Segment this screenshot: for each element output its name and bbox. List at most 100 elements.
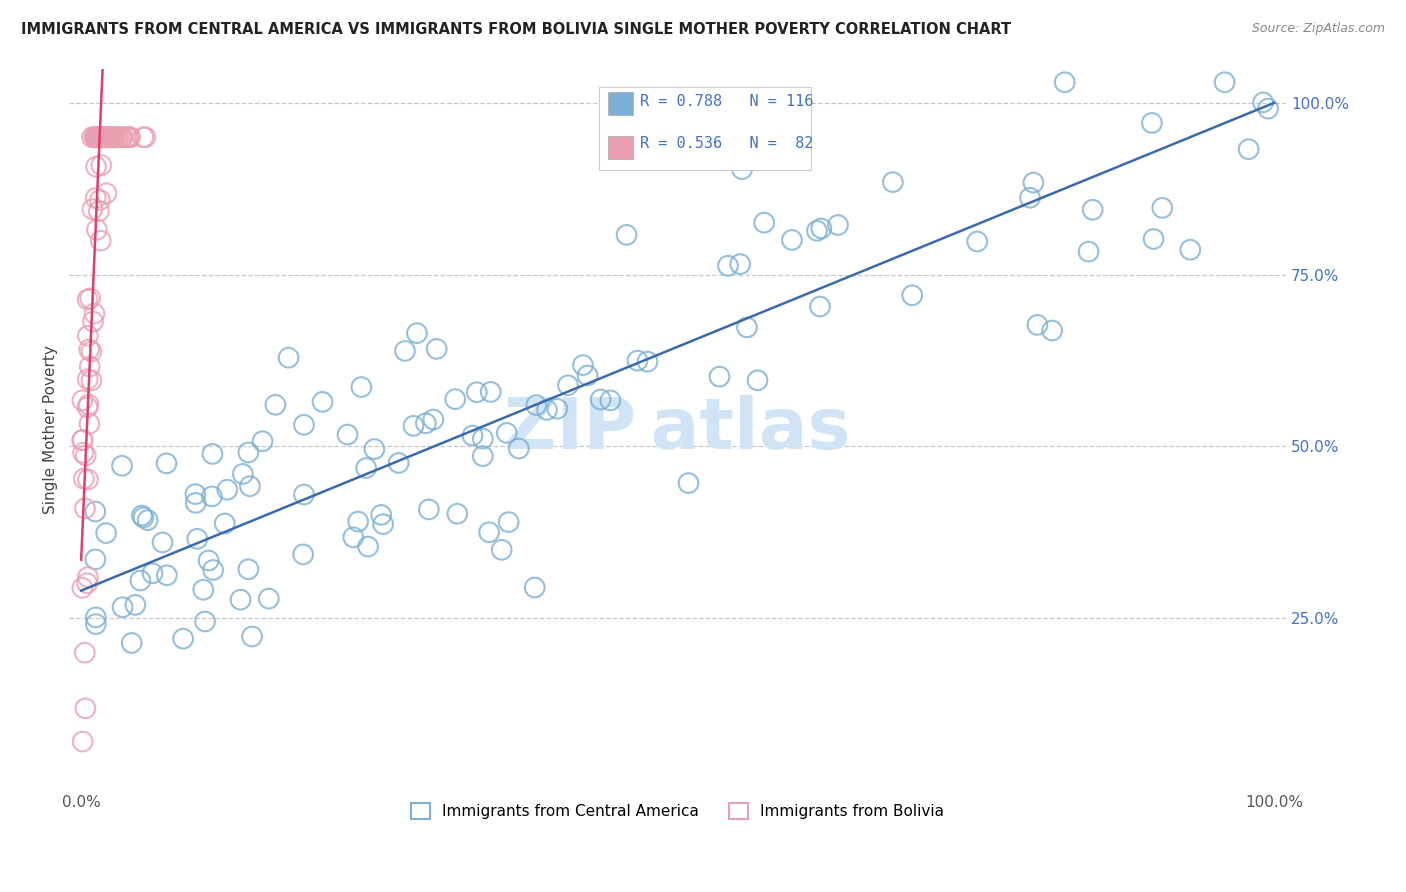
Point bbox=[86, 130, 108, 145]
Point bbox=[1142, 232, 1164, 246]
Point bbox=[735, 320, 758, 334]
Point bbox=[1213, 75, 1236, 89]
Point bbox=[479, 384, 502, 399]
Point bbox=[111, 130, 134, 145]
Point bbox=[86, 130, 108, 145]
Point bbox=[342, 530, 364, 544]
Point bbox=[129, 574, 152, 588]
Point bbox=[257, 591, 280, 606]
Point bbox=[370, 508, 392, 522]
Point bbox=[202, 563, 225, 577]
Point bbox=[120, 130, 142, 145]
Point bbox=[87, 130, 110, 145]
Point bbox=[524, 398, 547, 412]
Point bbox=[1053, 75, 1076, 89]
Point bbox=[77, 343, 100, 357]
Point bbox=[186, 532, 208, 546]
Point bbox=[277, 351, 299, 365]
Point bbox=[84, 610, 107, 624]
Text: R = 0.536   N =  82: R = 0.536 N = 82 bbox=[640, 136, 813, 151]
Point bbox=[193, 582, 215, 597]
Point bbox=[523, 581, 546, 595]
Point bbox=[311, 395, 333, 409]
Point bbox=[73, 646, 96, 660]
Text: IMMIGRANTS FROM CENTRAL AMERICA VS IMMIGRANTS FROM BOLIVIA SINGLE MOTHER POVERTY: IMMIGRANTS FROM CENTRAL AMERICA VS IMMIG… bbox=[21, 22, 1011, 37]
Point bbox=[1026, 318, 1049, 332]
Point bbox=[103, 130, 125, 145]
Point bbox=[107, 130, 129, 145]
Point bbox=[93, 130, 115, 145]
Point bbox=[136, 513, 159, 527]
Point bbox=[491, 542, 513, 557]
Point bbox=[354, 461, 377, 475]
Point bbox=[75, 701, 97, 715]
Point bbox=[728, 257, 751, 271]
Point bbox=[83, 130, 105, 145]
Point bbox=[1081, 202, 1104, 217]
Point bbox=[105, 130, 128, 145]
Point bbox=[155, 456, 177, 470]
Point bbox=[93, 130, 115, 145]
Point bbox=[546, 401, 568, 416]
Point bbox=[1152, 201, 1174, 215]
Point bbox=[599, 393, 621, 408]
Point bbox=[461, 428, 484, 442]
Point bbox=[576, 368, 599, 383]
Point bbox=[731, 162, 754, 177]
Point bbox=[214, 516, 236, 531]
Point bbox=[103, 130, 125, 145]
Point bbox=[90, 234, 112, 248]
Point bbox=[292, 487, 315, 501]
Point bbox=[471, 449, 494, 463]
Point bbox=[747, 373, 769, 387]
Point bbox=[80, 130, 103, 145]
Point bbox=[806, 224, 828, 238]
Point bbox=[589, 392, 612, 407]
Point bbox=[96, 130, 118, 145]
Point bbox=[478, 525, 501, 540]
Point bbox=[103, 130, 125, 145]
Point bbox=[264, 398, 287, 412]
Point bbox=[717, 259, 740, 273]
Point bbox=[79, 359, 101, 374]
FancyBboxPatch shape bbox=[609, 136, 633, 159]
Point bbox=[240, 630, 263, 644]
Point bbox=[77, 570, 100, 584]
Point bbox=[93, 130, 115, 145]
Point bbox=[415, 416, 437, 430]
Point bbox=[111, 130, 134, 145]
Point bbox=[347, 515, 370, 529]
Point bbox=[357, 540, 380, 554]
Point bbox=[141, 566, 163, 581]
Point bbox=[80, 344, 103, 359]
Point bbox=[124, 598, 146, 612]
Point bbox=[966, 235, 988, 249]
Point bbox=[444, 392, 467, 406]
Y-axis label: Single Mother Poverty: Single Mother Poverty bbox=[44, 345, 58, 514]
Point bbox=[471, 432, 494, 446]
Point bbox=[508, 442, 530, 456]
Point bbox=[82, 202, 104, 217]
Point bbox=[780, 233, 803, 247]
Point bbox=[79, 417, 101, 431]
Point bbox=[89, 193, 111, 207]
Point bbox=[709, 369, 731, 384]
Point bbox=[1019, 191, 1042, 205]
Point bbox=[83, 306, 105, 320]
Point bbox=[418, 502, 440, 516]
Point bbox=[111, 600, 134, 615]
Point bbox=[1237, 142, 1260, 156]
Point bbox=[422, 412, 444, 426]
Point bbox=[426, 342, 449, 356]
Point bbox=[252, 434, 274, 449]
Point bbox=[91, 130, 114, 145]
Point bbox=[292, 547, 315, 561]
Point bbox=[156, 568, 179, 582]
Point bbox=[882, 175, 904, 189]
Point bbox=[111, 458, 134, 473]
Point bbox=[616, 227, 638, 242]
Point bbox=[229, 592, 252, 607]
Point bbox=[76, 576, 98, 591]
Point bbox=[465, 385, 488, 400]
Point bbox=[446, 507, 468, 521]
